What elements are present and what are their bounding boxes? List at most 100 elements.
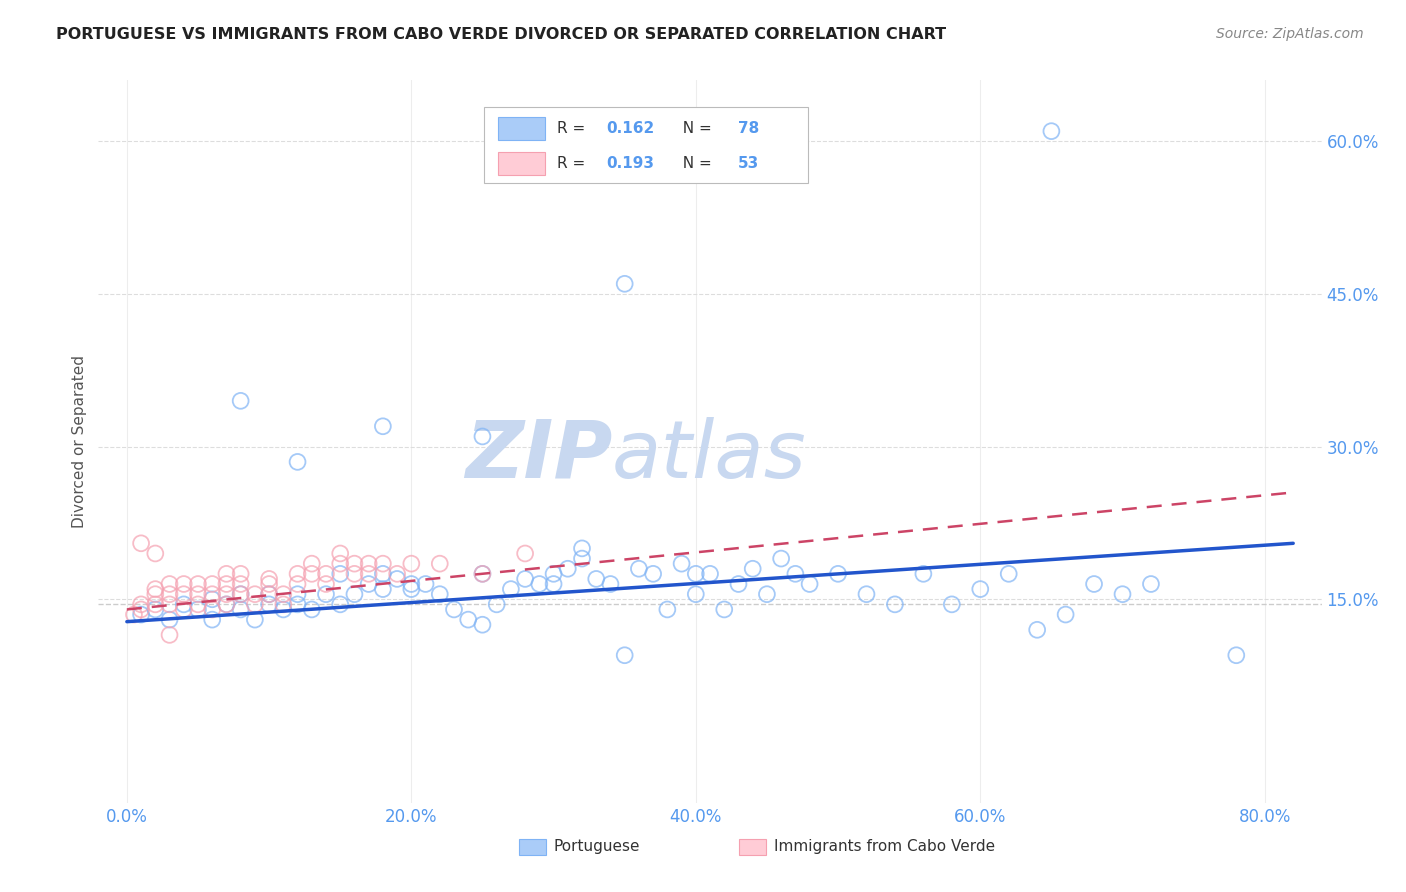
Point — [741, 562, 763, 576]
Point — [287, 455, 309, 469]
Point — [357, 557, 380, 571]
Bar — [498, 117, 546, 140]
Point — [243, 613, 266, 627]
Text: 78: 78 — [738, 120, 759, 136]
Point — [287, 598, 309, 612]
Point — [215, 577, 238, 591]
Point — [699, 566, 721, 581]
Point — [499, 582, 522, 596]
Point — [799, 577, 821, 591]
Point — [143, 587, 166, 601]
Point — [187, 598, 209, 612]
Point — [557, 562, 579, 576]
Point — [443, 602, 465, 616]
Point — [301, 602, 323, 616]
Point — [201, 602, 224, 616]
Point — [543, 577, 565, 591]
Point — [627, 562, 650, 576]
Point — [273, 587, 295, 601]
Point — [201, 587, 224, 601]
Point — [727, 577, 749, 591]
Text: Portuguese: Portuguese — [554, 839, 640, 855]
Point — [343, 587, 366, 601]
Point — [969, 582, 991, 596]
Point — [343, 557, 366, 571]
Point — [143, 602, 166, 616]
Point — [143, 546, 166, 560]
Point — [1083, 577, 1105, 591]
Point — [229, 587, 252, 601]
Point — [329, 566, 352, 581]
Point — [129, 536, 152, 550]
Point — [657, 602, 679, 616]
Point — [329, 546, 352, 560]
Text: 0.193: 0.193 — [606, 156, 654, 171]
Point — [159, 628, 181, 642]
Point — [785, 566, 807, 581]
Point — [371, 566, 394, 581]
Point — [287, 566, 309, 581]
Point — [273, 602, 295, 616]
Point — [613, 277, 636, 291]
Point — [1225, 648, 1247, 663]
Text: N =: N = — [673, 120, 717, 136]
Point — [671, 557, 693, 571]
Point — [1111, 587, 1133, 601]
Text: R =: R = — [557, 120, 591, 136]
Point — [770, 551, 793, 566]
Point — [585, 572, 607, 586]
Point — [329, 557, 352, 571]
Point — [997, 566, 1019, 581]
Point — [257, 572, 280, 586]
Text: PORTUGUESE VS IMMIGRANTS FROM CABO VERDE DIVORCED OR SEPARATED CORRELATION CHART: PORTUGUESE VS IMMIGRANTS FROM CABO VERDE… — [56, 27, 946, 42]
Point — [713, 602, 735, 616]
Text: ZIP: ZIP — [465, 417, 612, 495]
Point — [301, 557, 323, 571]
Point — [401, 557, 423, 571]
Point — [159, 587, 181, 601]
FancyBboxPatch shape — [484, 107, 808, 183]
Point — [215, 566, 238, 581]
Point — [315, 587, 337, 601]
Point — [357, 566, 380, 581]
Point — [471, 429, 494, 443]
Point — [415, 577, 437, 591]
Point — [159, 598, 181, 612]
Text: 0.162: 0.162 — [606, 120, 654, 136]
Point — [471, 617, 494, 632]
Point — [401, 577, 423, 591]
Point — [599, 577, 621, 591]
Point — [941, 598, 963, 612]
Point — [471, 566, 494, 581]
Point — [357, 577, 380, 591]
Text: atlas: atlas — [612, 417, 807, 495]
Point — [429, 557, 451, 571]
Point — [1026, 623, 1049, 637]
Point — [755, 587, 778, 601]
Point — [143, 598, 166, 612]
Text: Immigrants from Cabo Verde: Immigrants from Cabo Verde — [773, 839, 995, 855]
Point — [315, 566, 337, 581]
Point — [912, 566, 935, 581]
Point — [401, 582, 423, 596]
Point — [187, 602, 209, 616]
Point — [215, 598, 238, 612]
Text: 53: 53 — [738, 156, 759, 171]
Point — [571, 551, 593, 566]
Point — [187, 587, 209, 601]
Point — [143, 582, 166, 596]
Point — [1040, 124, 1063, 138]
Point — [273, 598, 295, 612]
Point — [215, 587, 238, 601]
Point — [371, 419, 394, 434]
Point — [257, 577, 280, 591]
Point — [301, 566, 323, 581]
Point — [173, 602, 195, 616]
Point — [229, 393, 252, 408]
Point — [485, 598, 508, 612]
Point — [229, 577, 252, 591]
Point — [129, 598, 152, 612]
Text: N =: N = — [673, 156, 717, 171]
Point — [159, 577, 181, 591]
Point — [257, 587, 280, 601]
